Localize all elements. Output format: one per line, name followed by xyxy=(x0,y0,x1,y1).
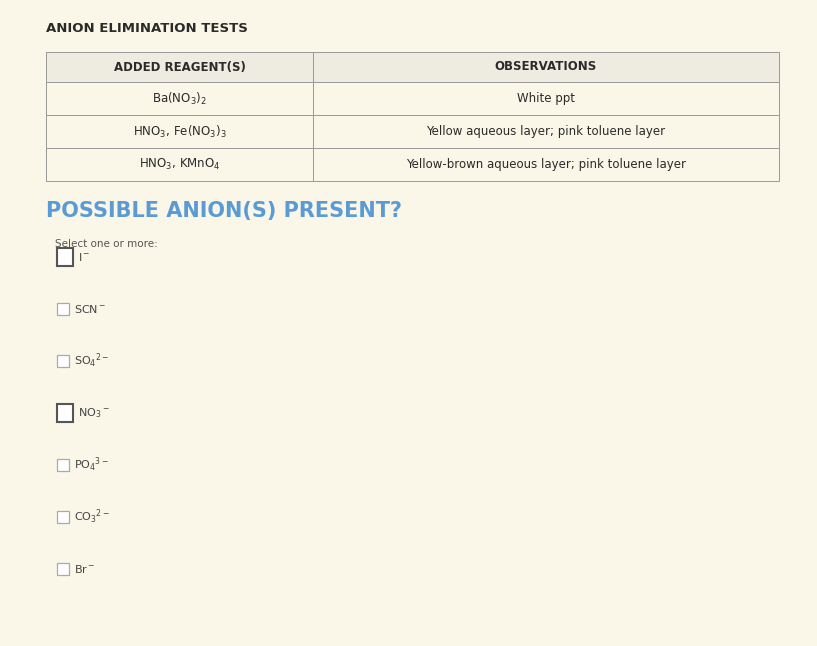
Bar xyxy=(313,115,779,148)
Bar xyxy=(57,459,69,471)
Text: Br$^-$: Br$^-$ xyxy=(74,563,96,575)
Text: HNO$_3$, Fe(NO$_3$)$_3$: HNO$_3$, Fe(NO$_3$)$_3$ xyxy=(132,123,226,140)
Bar xyxy=(313,82,779,115)
Text: I$^-$: I$^-$ xyxy=(78,251,91,263)
Bar xyxy=(313,52,779,82)
Text: ADDED REAGENT(S): ADDED REAGENT(S) xyxy=(114,61,245,74)
Text: Ba(NO$_3$)$_2$: Ba(NO$_3$)$_2$ xyxy=(152,90,207,107)
Text: ANION ELIMINATION TESTS: ANION ELIMINATION TESTS xyxy=(46,22,248,35)
Text: Yellow-brown aqueous layer; pink toluene layer: Yellow-brown aqueous layer; pink toluene… xyxy=(406,158,686,171)
Bar xyxy=(46,148,313,181)
Text: Select one or more:: Select one or more: xyxy=(55,239,158,249)
Bar xyxy=(57,303,69,315)
Text: OBSERVATIONS: OBSERVATIONS xyxy=(495,61,597,74)
Bar xyxy=(57,355,69,367)
Bar xyxy=(57,511,69,523)
Text: SCN$^-$: SCN$^-$ xyxy=(74,303,106,315)
Text: SO$_4$$^{2-}$: SO$_4$$^{2-}$ xyxy=(74,352,109,370)
Text: POSSIBLE ANION(S) PRESENT?: POSSIBLE ANION(S) PRESENT? xyxy=(46,201,402,221)
Text: HNO$_3$, KMnO$_4$: HNO$_3$, KMnO$_4$ xyxy=(139,157,221,172)
Bar xyxy=(313,148,779,181)
Text: NO$_3$$^-$: NO$_3$$^-$ xyxy=(78,406,109,420)
Bar xyxy=(57,248,73,266)
Text: CO$_3$$^{2-}$: CO$_3$$^{2-}$ xyxy=(74,508,110,526)
Bar xyxy=(46,115,313,148)
Text: PO$_4$$^{3-}$: PO$_4$$^{3-}$ xyxy=(74,456,109,474)
Bar xyxy=(46,52,313,82)
Text: White ppt: White ppt xyxy=(517,92,575,105)
Bar xyxy=(46,82,313,115)
Bar xyxy=(57,563,69,575)
Bar xyxy=(57,404,73,422)
Text: Yellow aqueous layer; pink toluene layer: Yellow aqueous layer; pink toluene layer xyxy=(426,125,666,138)
